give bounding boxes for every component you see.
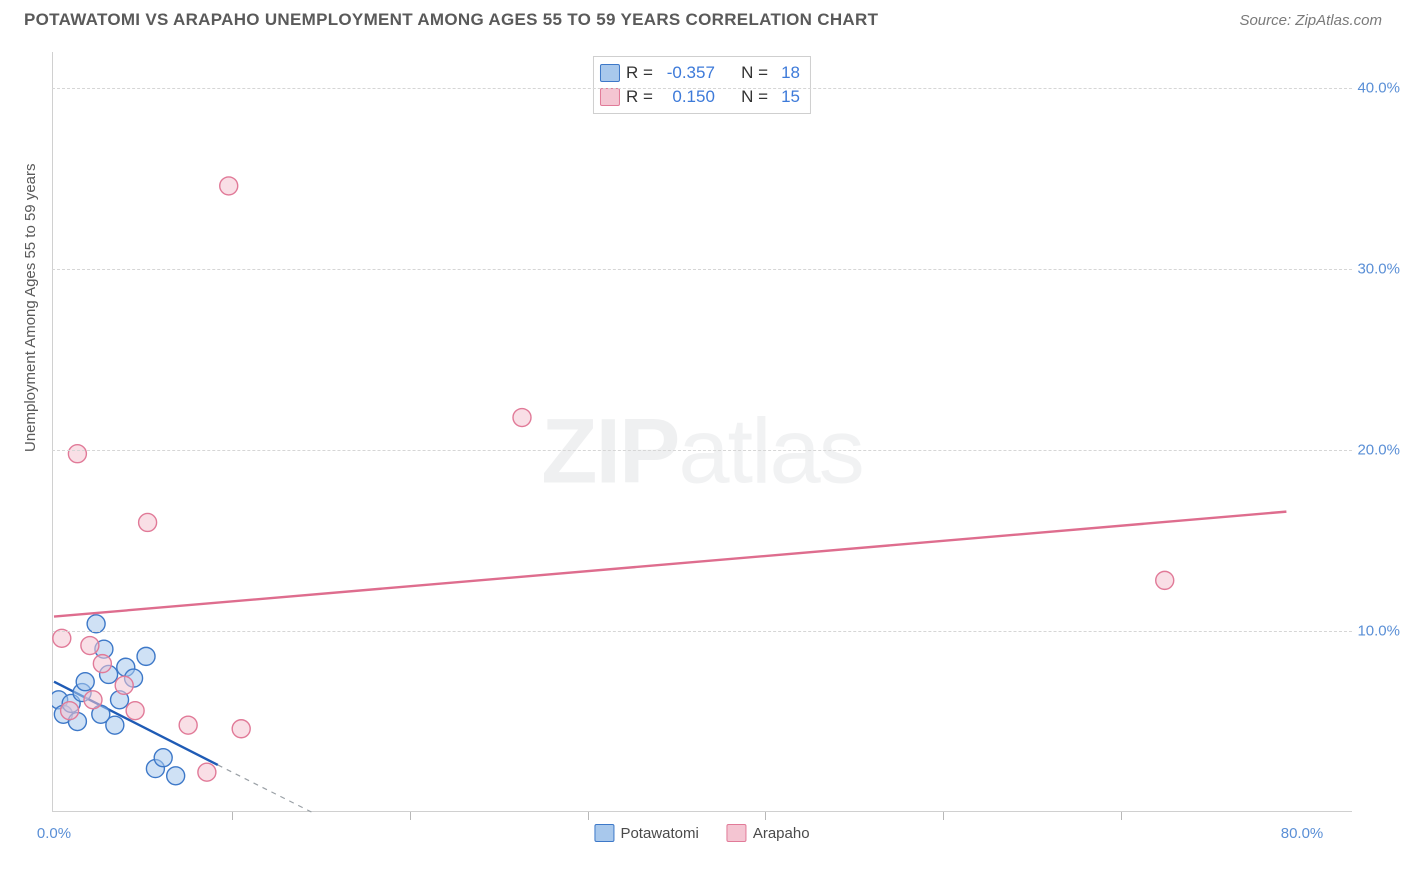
data-point	[1156, 571, 1174, 589]
legend-label: Arapaho	[753, 825, 810, 842]
y-axis-label: Unemployment Among Ages 55 to 59 years	[22, 163, 39, 452]
trendline-extension	[218, 765, 312, 812]
legend-label: Potawatomi	[620, 825, 698, 842]
gridline	[52, 450, 1352, 451]
y-tick-label: 30.0%	[1357, 261, 1400, 278]
x-tick	[588, 812, 589, 820]
y-tick-label: 10.0%	[1357, 623, 1400, 640]
scatter-svg	[52, 52, 1352, 852]
chart-title: POTAWATOMI VS ARAPAHO UNEMPLOYMENT AMONG…	[24, 10, 878, 30]
gridline	[52, 269, 1352, 270]
x-tick	[943, 812, 944, 820]
legend-item: Potawatomi	[594, 824, 698, 842]
data-point	[198, 763, 216, 781]
data-point	[220, 177, 238, 195]
y-tick-label: 20.0%	[1357, 442, 1400, 459]
header: POTAWATOMI VS ARAPAHO UNEMPLOYMENT AMONG…	[0, 0, 1406, 36]
x-tick	[232, 812, 233, 820]
data-point	[167, 767, 185, 785]
source-label: Source: ZipAtlas.com	[1239, 12, 1382, 29]
gridline	[52, 631, 1352, 632]
data-point	[68, 445, 86, 463]
data-point	[126, 702, 144, 720]
legend: Potawatomi Arapaho	[594, 824, 809, 842]
plot-region: ZIPatlas R =-0.357 N =18R =0.150 N =15 P…	[52, 52, 1352, 852]
trendline	[54, 512, 1286, 617]
gridline	[52, 88, 1352, 89]
data-point	[139, 513, 157, 531]
x-tick-label: 80.0%	[1281, 825, 1324, 842]
data-point	[154, 749, 172, 767]
data-point	[84, 691, 102, 709]
data-point	[76, 673, 94, 691]
legend-swatch	[727, 824, 747, 842]
data-point	[81, 637, 99, 655]
data-point	[513, 409, 531, 427]
x-tick-label: 0.0%	[37, 825, 71, 842]
chart-area: Unemployment Among Ages 55 to 59 years Z…	[48, 52, 1358, 852]
y-tick-label: 40.0%	[1357, 80, 1400, 97]
data-point	[61, 702, 79, 720]
data-point	[232, 720, 250, 738]
x-tick	[765, 812, 766, 820]
x-tick	[1121, 812, 1122, 820]
legend-swatch	[594, 824, 614, 842]
data-point	[137, 647, 155, 665]
data-point	[93, 655, 111, 673]
data-point	[179, 716, 197, 734]
data-point	[115, 676, 133, 694]
x-tick	[410, 812, 411, 820]
legend-item: Arapaho	[727, 824, 810, 842]
